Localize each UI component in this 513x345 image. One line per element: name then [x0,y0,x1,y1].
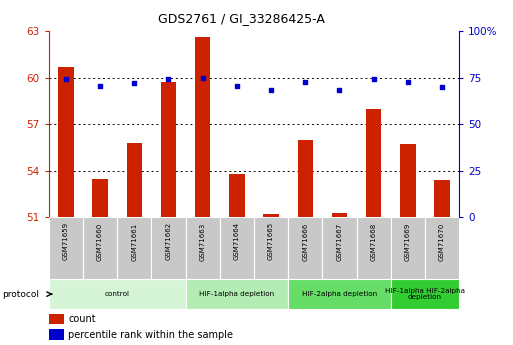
Text: GSM71669: GSM71669 [405,222,411,260]
Bar [127,143,142,217]
Text: percentile rank within the sample: percentile rank within the sample [68,330,233,340]
Bar [92,179,108,217]
Bar [220,217,254,279]
Bar [195,37,210,217]
Bar [49,279,186,309]
Bar [186,279,288,309]
Text: GSM71667: GSM71667 [337,222,343,260]
Text: GSM71668: GSM71668 [370,222,377,260]
Point [199,75,207,80]
Text: count: count [68,314,96,324]
Bar [288,217,322,279]
Bar [391,279,459,309]
Bar [332,213,347,217]
Text: GSM71670: GSM71670 [439,222,445,260]
Bar [49,329,64,340]
Bar [298,140,313,217]
Text: HIF-2alpha depletion: HIF-2alpha depletion [302,291,377,297]
Bar [366,109,381,217]
Text: control: control [105,291,130,297]
Point [369,77,378,82]
Text: GSM71661: GSM71661 [131,222,137,260]
Point [267,87,275,92]
Point [96,83,104,89]
Bar [186,217,220,279]
Bar [49,217,83,279]
Bar [391,217,425,279]
Point [336,87,344,92]
Bar [117,217,151,279]
Bar [357,217,391,279]
Bar [161,82,176,217]
Bar [49,314,64,324]
Text: GSM71665: GSM71665 [268,222,274,260]
Text: GDS2761 / GI_33286425-A: GDS2761 / GI_33286425-A [157,12,325,25]
Bar [400,145,416,217]
Bar [322,217,357,279]
Text: GSM71666: GSM71666 [302,222,308,260]
Text: GSM71659: GSM71659 [63,222,69,260]
Point [164,77,172,82]
Bar [263,214,279,217]
Bar [83,217,117,279]
Text: GSM71663: GSM71663 [200,222,206,260]
Text: GSM71664: GSM71664 [234,222,240,260]
Point [301,79,309,85]
Point [438,84,446,90]
Bar [254,217,288,279]
Bar [288,279,391,309]
Bar [58,67,73,217]
Bar [229,174,245,217]
Bar [435,180,450,217]
Text: GSM71660: GSM71660 [97,222,103,260]
Point [130,80,139,86]
Text: HIF-1alpha HIF-2alpha
depletion: HIF-1alpha HIF-2alpha depletion [385,288,465,300]
Text: HIF-1alpha depletion: HIF-1alpha depletion [199,291,274,297]
Point [404,79,412,85]
Bar [151,217,186,279]
Point [233,83,241,89]
Point [62,76,70,81]
Bar [425,217,459,279]
Text: protocol: protocol [3,289,40,299]
Text: GSM71662: GSM71662 [165,222,171,260]
